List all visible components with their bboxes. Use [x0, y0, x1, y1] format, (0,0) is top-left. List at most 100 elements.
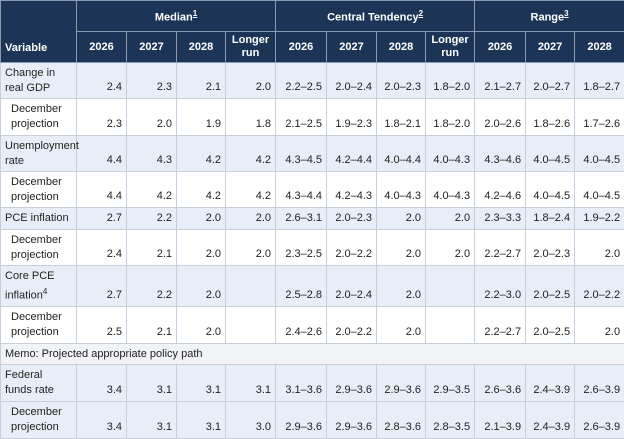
- value-cell: 1.8–2.7: [575, 63, 624, 99]
- value-cell: 2.0–2.6: [475, 99, 526, 136]
- value-cell: 3.1: [127, 401, 177, 438]
- column-header: 2028: [575, 32, 624, 63]
- value-cell: 4.3–4.5: [276, 136, 327, 172]
- value-cell: 4.0–4.5: [526, 172, 575, 208]
- label-text: PCE inflation: [5, 212, 69, 224]
- value-cell: 2.2: [127, 208, 177, 230]
- footnote-link[interactable]: 2: [419, 9, 423, 18]
- value-cell: 2.2–3.0: [475, 266, 526, 307]
- value-cell: 1.9–2.2: [575, 208, 624, 230]
- value-cell: 4.3–4.4: [276, 172, 327, 208]
- column-header: 2026: [77, 32, 127, 63]
- group-label: Range: [531, 12, 565, 24]
- page: {"header": {"variable": "Variable", "gro…: [0, 0, 624, 429]
- value-cell: 4.0–4.5: [526, 136, 575, 172]
- row-label: Change in real GDP: [1, 63, 77, 99]
- value-cell: 2.9–3.5: [426, 364, 475, 401]
- group-header: Central Tendency2: [276, 1, 475, 32]
- row-label: December projection: [1, 230, 77, 266]
- row-label: December projection: [1, 401, 77, 438]
- label-text: December projection: [11, 311, 62, 338]
- value-cell: 2.3: [77, 99, 127, 136]
- group-label: Central Tendency: [327, 12, 419, 24]
- label-text: Core PCE inflation: [5, 270, 55, 302]
- column-header: Longer run: [426, 32, 475, 63]
- value-cell: 2.0–2.3: [327, 208, 377, 230]
- value-cell: 2.0–2.2: [327, 306, 377, 343]
- value-cell: 2.1–3.9: [475, 401, 526, 438]
- value-cell: 2.9–3.6: [327, 401, 377, 438]
- value-cell: 2.0: [127, 99, 177, 136]
- empty-cell: [426, 306, 475, 343]
- value-cell: 2.6–3.1: [276, 208, 327, 230]
- empty-cell: [226, 306, 276, 343]
- value-cell: 2.0–2.7: [526, 63, 575, 99]
- empty-cell: [226, 266, 276, 307]
- value-cell: 2.1–2.5: [276, 99, 327, 136]
- value-cell: 2.4: [77, 230, 127, 266]
- value-cell: 2.9–3.6: [377, 364, 426, 401]
- value-cell: 2.5: [77, 306, 127, 343]
- value-cell: 2.0–2.4: [327, 266, 377, 307]
- value-cell: 4.2: [177, 136, 226, 172]
- value-cell: 4.0–4.4: [377, 136, 426, 172]
- empty-cell: [426, 266, 475, 307]
- value-cell: 2.5–2.8: [276, 266, 327, 307]
- row-label: December projection: [1, 172, 77, 208]
- column-header: Longer run: [226, 32, 276, 63]
- label-text: Federal funds rate: [5, 369, 54, 396]
- row-label: Unemployment rate: [1, 136, 77, 172]
- value-cell: 1.8–2.4: [526, 208, 575, 230]
- value-cell: 1.8–2.1: [377, 99, 426, 136]
- value-cell: 4.0–4.3: [426, 136, 475, 172]
- footnote-ref: 2: [419, 8, 423, 18]
- memo-text: Memo: Projected appropriate policy path: [1, 343, 624, 364]
- value-cell: 1.8–2.0: [426, 99, 475, 136]
- footnote-ref: 4: [43, 287, 47, 296]
- value-cell: 2.2: [127, 266, 177, 307]
- value-cell: 2.4–2.6: [276, 306, 327, 343]
- value-cell: 2.0: [426, 230, 475, 266]
- value-cell: 4.0–4.5: [575, 172, 624, 208]
- value-cell: 2.3–2.5: [276, 230, 327, 266]
- value-cell: 2.3–3.3: [475, 208, 526, 230]
- footnote-link[interactable]: 1: [193, 9, 197, 18]
- column-header: 2027: [327, 32, 377, 63]
- value-cell: 4.3–4.6: [475, 136, 526, 172]
- value-cell: 2.9–3.6: [327, 364, 377, 401]
- value-cell: 4.0–4.3: [426, 172, 475, 208]
- value-cell: 1.9: [177, 99, 226, 136]
- value-cell: 3.4: [77, 401, 127, 438]
- group-header: Range3: [475, 1, 624, 32]
- value-cell: 2.1: [177, 63, 226, 99]
- label-text: December projection: [11, 234, 62, 261]
- value-cell: 2.0–2.4: [327, 63, 377, 99]
- value-cell: 2.0: [377, 306, 426, 343]
- value-cell: 3.1: [127, 364, 177, 401]
- value-cell: 2.1: [127, 230, 177, 266]
- value-cell: 2.0: [226, 63, 276, 99]
- value-cell: 3.4: [77, 364, 127, 401]
- label-text: Unemployment rate: [5, 140, 79, 167]
- value-cell: 2.0: [226, 208, 276, 230]
- footnote-link[interactable]: 3: [564, 9, 568, 18]
- value-cell: 4.2: [226, 136, 276, 172]
- label-text: December projection: [11, 176, 62, 203]
- value-cell: 1.7–2.6: [575, 99, 624, 136]
- value-cell: 2.0–2.2: [327, 230, 377, 266]
- column-header: 2027: [127, 32, 177, 63]
- value-cell: 2.0: [177, 208, 226, 230]
- column-header: 2028: [377, 32, 426, 63]
- row-label: Core PCE inflation4: [1, 266, 77, 307]
- row-label: December projection: [1, 99, 77, 136]
- value-cell: 2.2–2.7: [475, 230, 526, 266]
- value-cell: 4.0–4.3: [377, 172, 426, 208]
- value-cell: 2.4–3.9: [526, 401, 575, 438]
- value-cell: 2.0: [177, 266, 226, 307]
- value-cell: 2.7: [77, 266, 127, 307]
- footnote-ref: 1: [193, 8, 197, 18]
